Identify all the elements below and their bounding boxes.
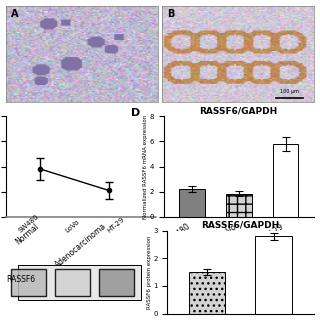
Text: D: D bbox=[131, 108, 140, 118]
FancyBboxPatch shape bbox=[18, 265, 141, 300]
Bar bbox=[273, 144, 298, 217]
Text: LoVo: LoVo bbox=[64, 218, 80, 234]
Text: RASSF6: RASSF6 bbox=[6, 275, 36, 284]
Bar bbox=[189, 272, 226, 314]
FancyBboxPatch shape bbox=[55, 269, 90, 296]
Text: A: A bbox=[11, 9, 19, 19]
Text: 100 μm: 100 μm bbox=[280, 89, 299, 94]
Bar bbox=[226, 194, 252, 217]
Y-axis label: Normalized RASSF6 mRNA expression: Normalized RASSF6 mRNA expression bbox=[143, 115, 148, 219]
Bar bbox=[255, 236, 292, 314]
FancyBboxPatch shape bbox=[99, 269, 134, 296]
FancyBboxPatch shape bbox=[11, 269, 46, 296]
Bar bbox=[179, 189, 205, 217]
Y-axis label: RASSF6 protein expression: RASSF6 protein expression bbox=[147, 236, 152, 309]
Title: RASSF6/GAPDH: RASSF6/GAPDH bbox=[200, 107, 278, 116]
Text: B: B bbox=[167, 9, 174, 19]
Title: RASSF6/GAPDH: RASSF6/GAPDH bbox=[201, 221, 280, 230]
Text: HT-29: HT-29 bbox=[107, 216, 126, 234]
Text: SW480: SW480 bbox=[17, 213, 40, 234]
